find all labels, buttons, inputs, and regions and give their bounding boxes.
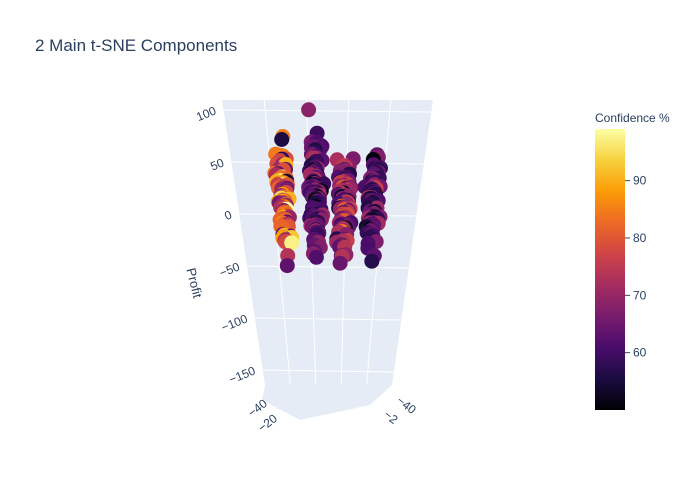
colorbar: Confidence % 90 80 70 60 <box>595 111 670 410</box>
grid-line <box>247 265 410 269</box>
z-axis-title: Profit <box>183 266 205 299</box>
y-tick-label: −2 <box>381 407 401 427</box>
colorbar-tick-label: 90 <box>633 174 647 188</box>
z-tick-label: 0 <box>222 207 234 223</box>
data-point <box>279 258 295 274</box>
data-points[interactable] <box>267 102 388 274</box>
chart-title: 2 Main t-SNE Components <box>35 36 237 55</box>
data-point <box>332 255 348 271</box>
grid-line <box>223 109 432 113</box>
colorbar-tick-label: 60 <box>633 346 647 360</box>
data-point <box>308 249 324 265</box>
data-point <box>301 102 317 118</box>
colorbar-tick-label: 80 <box>633 231 647 245</box>
grid-line <box>262 369 395 373</box>
z-tick-label: −100 <box>219 311 250 334</box>
z-tick-label: 50 <box>208 155 226 173</box>
z-tick-label: 100 <box>194 103 218 124</box>
colorbar-title: Confidence % <box>595 111 670 125</box>
scene-floor <box>262 385 392 420</box>
data-point <box>364 253 380 269</box>
y-axis-ticks: −40−2 <box>381 393 419 427</box>
colorbar-tick-label: 70 <box>633 288 647 302</box>
data-point <box>274 132 290 147</box>
colorbar-gradient <box>595 129 625 410</box>
colorbar-ticks: 90 80 70 60 <box>625 174 647 360</box>
z-tick-label: −50 <box>218 259 242 280</box>
data-point <box>284 235 300 251</box>
z-tick-label: −150 <box>227 363 258 386</box>
grid-line <box>254 317 402 321</box>
